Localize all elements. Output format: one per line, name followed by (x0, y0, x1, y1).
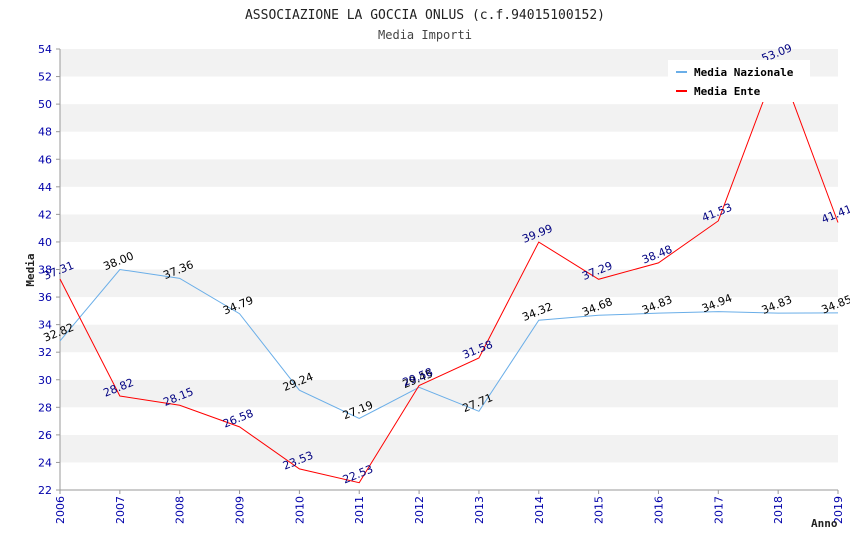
y-tick-label: 34 (38, 319, 52, 332)
grid-band (60, 104, 838, 132)
x-tick-label: 2013 (473, 496, 486, 524)
y-tick-label: 42 (38, 208, 52, 221)
legend-box (668, 60, 810, 102)
y-tick-label: 50 (38, 98, 52, 111)
y-tick-label: 24 (38, 456, 52, 469)
series-line-media-ente (59, 60, 839, 484)
y-tick-label: 22 (38, 484, 52, 497)
grid-band (60, 269, 838, 298)
x-tick-label: 2012 (413, 496, 426, 524)
y-tick-label: 52 (38, 71, 52, 84)
grid-band (60, 462, 838, 490)
y-tick-label: 28 (38, 401, 52, 414)
x-tick-labels: 2006 2007 2008 2009 2010 2011 2012 2013 2014 2015… (54, 490, 845, 524)
y-tick-label: 30 (38, 374, 52, 387)
grid-band (60, 159, 838, 187)
y-tick-label: 54 (38, 43, 52, 56)
y-tick-label: 32 (38, 346, 52, 359)
grid-bands (60, 49, 838, 490)
chart-subtitle: Media Importi (378, 28, 472, 42)
grid-band (60, 297, 838, 325)
y-tick-label: 38 (38, 264, 52, 277)
y-tick-label: 48 (38, 126, 52, 139)
grid-band (60, 379, 838, 408)
legend-entry: Media Ente (694, 85, 761, 98)
grid-band (60, 434, 838, 463)
x-tick-label: 2017 (712, 496, 725, 524)
grid-band (60, 131, 838, 160)
grid-band (60, 324, 838, 353)
x-tick-label: 2014 (533, 496, 546, 524)
x-tick-label: 2019 (832, 496, 845, 524)
legend-entry: Media Nazionale (694, 66, 794, 79)
x-tick-label: 2010 (293, 496, 306, 524)
y-tick-label: 44 (38, 181, 52, 194)
y-tick-label: 26 (38, 429, 52, 442)
series-lines (59, 60, 839, 484)
y-tick-label: 36 (38, 291, 52, 304)
x-tick-label: 2018 (772, 496, 785, 524)
y-tick-labels: 22 24 26 28 30 32 34 36 38 40 42 44 46 48 50 52 54 (38, 43, 60, 497)
grid-band (60, 186, 838, 215)
grid-band (60, 352, 838, 380)
x-axis-label: Anno (811, 517, 838, 530)
x-tick-label: 2016 (652, 496, 665, 524)
y-axis-label: Media (24, 253, 37, 286)
x-tick-label: 2007 (114, 496, 127, 524)
grid-band (60, 214, 838, 242)
chart-title: ASSOCIAZIONE LA GOCCIA ONLUS (c.f.940151… (245, 8, 605, 23)
y-tick-label: 46 (38, 153, 52, 166)
x-tick-label: 2006 (54, 496, 67, 524)
x-tick-label: 2015 (593, 496, 606, 524)
grid-band (60, 241, 838, 270)
legend: Media Nazionale Media Ente (668, 60, 810, 102)
y-tick-label: 40 (38, 236, 52, 249)
x-tick-label: 2008 (174, 496, 187, 524)
grid-band (60, 407, 838, 435)
x-tick-label: 2009 (234, 496, 247, 524)
x-tick-label: 2011 (353, 496, 366, 524)
series-line-media-nazionale (59, 268, 839, 420)
